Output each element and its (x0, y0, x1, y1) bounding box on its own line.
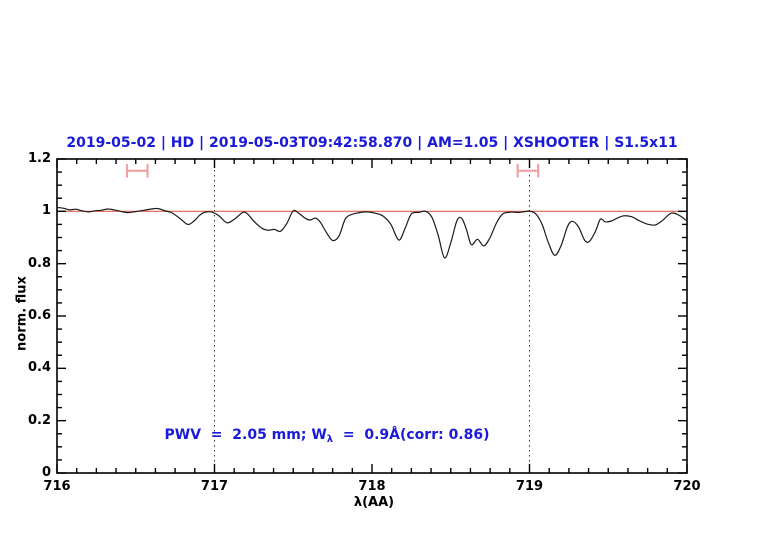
pwv-annotation-prefix: PWV = 2.05 mm; W (164, 427, 327, 443)
y-tick-label: 0.6 (27, 308, 51, 323)
pwv-annotation-lambda-subscript: λ (326, 434, 334, 445)
spectrum-curve (56, 206, 688, 259)
y-tick-label: 0.2 (27, 412, 51, 428)
x-tick-label: 719 (515, 479, 544, 494)
y-tick-label: 0 (41, 465, 51, 480)
x-tick-label: 717 (200, 479, 229, 494)
y-tick-label: 0.4 (27, 360, 51, 376)
y-axis-label: norm. flux (14, 276, 30, 351)
pwv-annotation: PWV = 2.05 mm; Wλ = 0.9Å(corr: 0.86) (145, 411, 490, 459)
x-tick-label: 720 (673, 479, 701, 494)
x-tick-label: 716 (43, 479, 71, 494)
y-tick-label: 0.8 (27, 255, 51, 271)
x-axis-label: λ(AA) (353, 495, 395, 510)
y-tick-label: 1.2 (27, 151, 51, 166)
plot-title: 2019-05-02 | HD | 2019-05-03T09:42:58.87… (66, 135, 678, 151)
x-tick-label: 718 (358, 479, 386, 494)
pwv-annotation-suffix: = 0.9Å(corr: 0.86) (333, 427, 490, 443)
y-tick-label: 1 (41, 203, 51, 219)
